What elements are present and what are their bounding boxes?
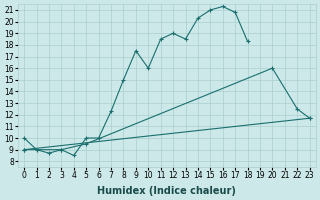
- X-axis label: Humidex (Indice chaleur): Humidex (Indice chaleur): [98, 186, 236, 196]
